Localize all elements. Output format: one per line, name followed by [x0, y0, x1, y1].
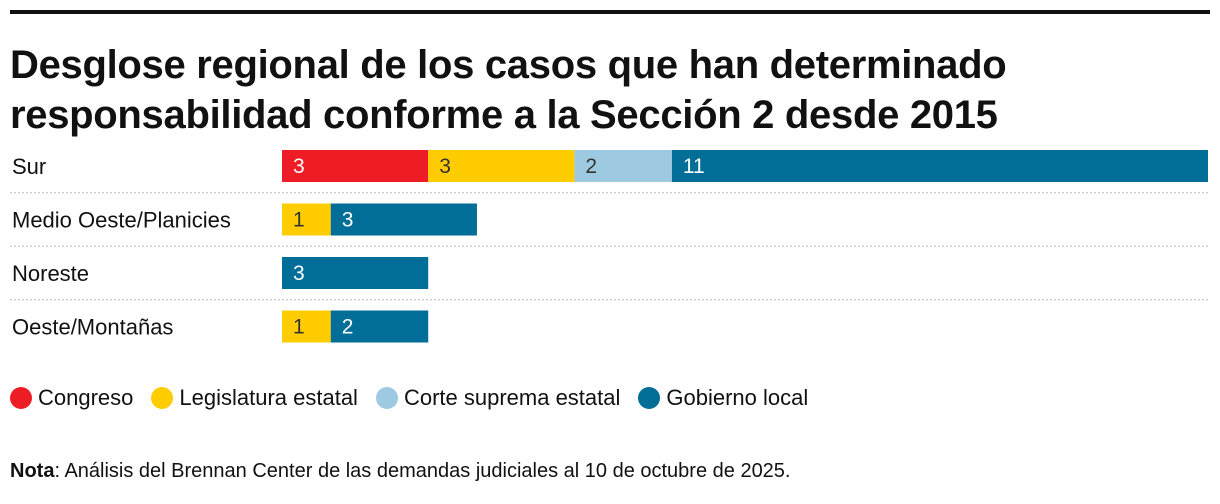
bar-segment — [671, 150, 1208, 182]
category-label: Noreste — [12, 261, 89, 286]
legend: Congreso Legislatura estatal Corte suprema… — [10, 384, 826, 412]
data-label: 3 — [293, 262, 305, 285]
stacked-bar-chart: Sur 3 3 2 11 Medio Oeste/Planicies 1 3 Noreste 3 O… — [10, 150, 1208, 343]
bar-segment — [282, 310, 331, 343]
legend-label: Legislatura estatal — [179, 385, 358, 410]
legend-item: Congreso — [10, 385, 133, 411]
data-label: 3 — [342, 209, 354, 232]
bar-segment — [282, 150, 429, 182]
bar-segment — [282, 203, 331, 236]
category-label: Oeste/Montañas — [12, 315, 173, 340]
legend-item: Legislatura estatal — [151, 385, 358, 411]
legend-swatch-icon — [375, 387, 398, 409]
legend-swatch-icon — [10, 387, 32, 409]
legend-label: Gobierno local — [666, 385, 809, 410]
bar-segment — [574, 150, 672, 182]
legend-swatch-icon — [151, 387, 174, 409]
footnote-label: Nota — [10, 460, 55, 482]
legend-item: Corte suprema estatal — [375, 385, 621, 411]
chart-title: Desglose regional de los casos que han d… — [10, 40, 1210, 140]
legend-item: Gobierno local — [638, 385, 808, 411]
category-label: Sur — [12, 154, 46, 179]
legend-swatch-icon — [638, 387, 661, 409]
bar-segment — [330, 310, 429, 343]
data-label: 1 — [293, 209, 305, 232]
chart-title-line-1: Desglose regional de los casos que han d… — [10, 43, 1007, 87]
data-label: 2 — [585, 155, 597, 178]
bar-segment — [428, 150, 575, 182]
bar-segment — [282, 257, 429, 289]
footnote: Nota: Análisis del Brennan Center de las… — [10, 460, 791, 483]
category-label: Medio Oeste/Planicies — [12, 208, 231, 233]
data-label: 3 — [293, 155, 305, 178]
footnote-text: : Análisis del Brennan Center de las dem… — [54, 460, 791, 482]
legend-label: Corte suprema estatal — [403, 385, 621, 410]
data-label: 1 — [293, 316, 305, 339]
data-label: 3 — [439, 155, 451, 178]
data-label: 2 — [342, 316, 354, 339]
legend-label: Congreso — [38, 385, 134, 410]
top-rule — [10, 10, 1210, 14]
data-label: 11 — [683, 155, 705, 178]
bar-segment — [330, 203, 477, 236]
chart-title-line-2: responsabilidad conforme a la Sección 2 … — [10, 93, 998, 137]
